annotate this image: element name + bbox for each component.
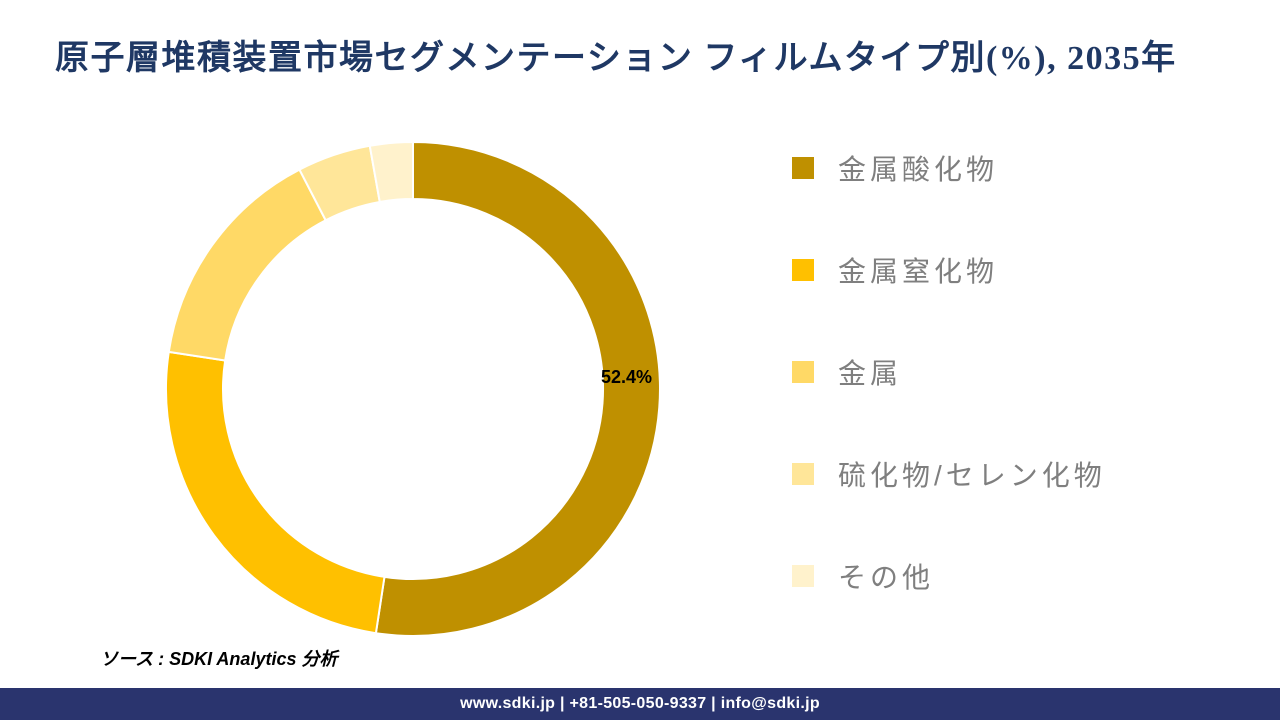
chart-data-label: 52.4% bbox=[601, 367, 653, 387]
legend-item-label: その他 bbox=[838, 562, 935, 593]
legend-item-label: 金属窒化物 bbox=[838, 256, 999, 287]
donut-segment-2 bbox=[167, 168, 328, 362]
legend-swatch-metal-oxides-icon bbox=[792, 157, 814, 179]
legend-item-sulfides-selenides: 硫化物/セレン化物 bbox=[792, 456, 1106, 492]
legend-item-others: その他 bbox=[792, 558, 1106, 594]
donut-segment-1 bbox=[165, 350, 386, 635]
source-note: ソース : SDKI Analytics 分析 bbox=[100, 649, 338, 669]
legend-item-metal-oxides: 金属酸化物 bbox=[792, 150, 1106, 186]
chart-title: 原子層堆積装置市場セグメンテーション フィルムタイプ別(%), 2035年 bbox=[55, 40, 1177, 77]
legend-swatch-metal-nitrides-icon bbox=[792, 259, 814, 281]
legend-item-label: 金属酸化物 bbox=[838, 154, 999, 185]
donut-segment-4 bbox=[368, 140, 414, 204]
legend-swatch-others-icon bbox=[792, 565, 814, 587]
legend-item-metal-nitrides: 金属窒化物 bbox=[792, 252, 1106, 288]
donut-segment-0 bbox=[374, 140, 661, 637]
footer-contact-text: www.sdki.jp | +81-505-050-9337 | info@sd… bbox=[460, 695, 820, 712]
legend-item-label: 金属 bbox=[838, 358, 903, 389]
footer-bar: www.sdki.jp | +81-505-050-9337 | info@sd… bbox=[0, 688, 1280, 720]
donut-chart bbox=[165, 140, 661, 637]
chart-legend: 金属酸化物 金属窒化物 金属 硫化物/セレン化物 その他 bbox=[792, 150, 1106, 660]
legend-swatch-metals-icon bbox=[792, 361, 814, 383]
legend-item-metals: 金属 bbox=[792, 354, 1106, 390]
legend-swatch-sulfides-selenides-icon bbox=[792, 463, 814, 485]
legend-item-label: 硫化物/セレン化物 bbox=[838, 460, 1106, 491]
